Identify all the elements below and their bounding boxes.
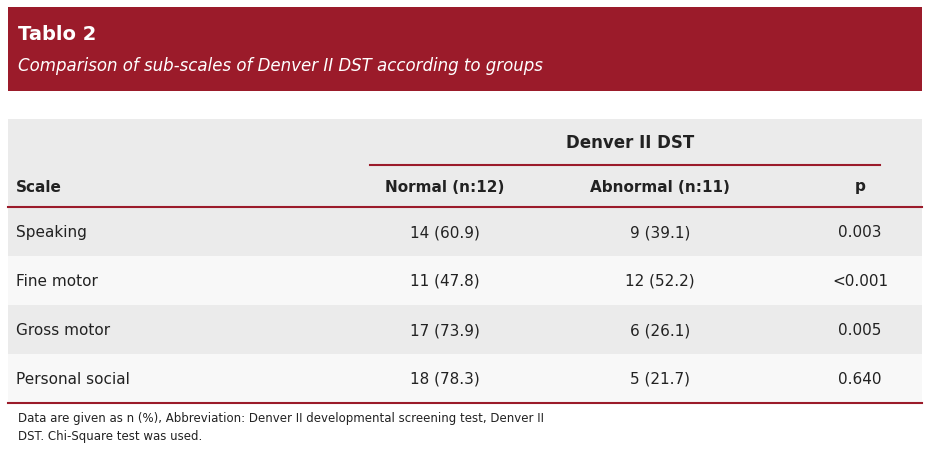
Text: 12 (52.2): 12 (52.2) <box>625 274 695 288</box>
Text: 5 (21.7): 5 (21.7) <box>630 371 690 386</box>
Bar <box>8 8 922 92</box>
Text: <0.001: <0.001 <box>832 274 888 288</box>
Text: 0.640: 0.640 <box>838 371 882 386</box>
Text: 14 (60.9): 14 (60.9) <box>410 224 480 240</box>
Text: Speaking: Speaking <box>16 224 86 240</box>
Bar <box>8 305 922 354</box>
Text: 18 (78.3): 18 (78.3) <box>410 371 480 386</box>
Text: Gross motor: Gross motor <box>16 322 110 337</box>
Text: Normal (n:12): Normal (n:12) <box>385 179 505 194</box>
Bar <box>8 120 922 403</box>
Text: 6 (26.1): 6 (26.1) <box>630 322 690 337</box>
Text: 0.003: 0.003 <box>838 224 882 240</box>
Text: 9 (39.1): 9 (39.1) <box>630 224 690 240</box>
Text: Fine motor: Fine motor <box>16 274 98 288</box>
Text: 11 (47.8): 11 (47.8) <box>410 274 480 288</box>
Text: Personal social: Personal social <box>16 371 130 386</box>
Text: Comparison of sub-scales of Denver II DST according to groups: Comparison of sub-scales of Denver II DS… <box>18 57 543 75</box>
Bar <box>8 207 922 257</box>
Text: Abnormal (n:11): Abnormal (n:11) <box>590 179 730 194</box>
Text: Data are given as n (%), Abbreviation: Denver II developmental screening test, D: Data are given as n (%), Abbreviation: D… <box>18 412 544 442</box>
Text: Tablo 2: Tablo 2 <box>18 24 97 44</box>
Text: p: p <box>855 179 866 194</box>
Text: 17 (73.9): 17 (73.9) <box>410 322 480 337</box>
Bar <box>8 257 922 305</box>
Text: 0.005: 0.005 <box>838 322 882 337</box>
Bar <box>8 354 922 403</box>
Text: Denver II DST: Denver II DST <box>565 134 694 151</box>
Text: Scale: Scale <box>16 179 62 194</box>
